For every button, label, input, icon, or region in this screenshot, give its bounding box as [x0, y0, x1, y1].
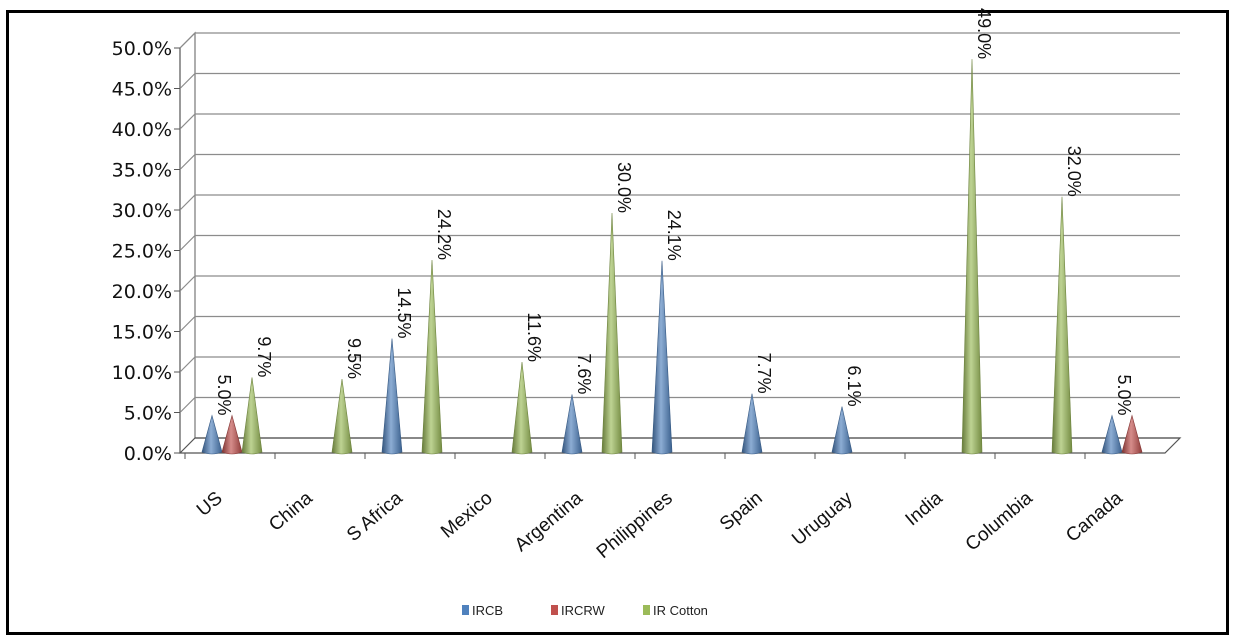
y-tick-label: 15.0%: [112, 322, 172, 344]
gridline: [179, 396, 1180, 413]
cone-ir-cotton: Mexico IR Cotton: 11.6%: [511, 362, 533, 455]
data-label: 7.7%: [754, 353, 774, 394]
x-tick-label: Spain: [716, 488, 767, 535]
legend-label: IRCRW: [561, 603, 606, 618]
cone-ircrw: US IRCRW: 5%: [221, 414, 243, 455]
cone-ir-cotton: China IR Cotton: 9.5%: [331, 379, 353, 455]
legend: IRCB IRCRW IR Cotton: [462, 603, 708, 618]
x-tick-label: S Africa: [343, 487, 407, 545]
data-label: 11.6%: [524, 312, 544, 362]
gridline: [179, 113, 1180, 130]
x-tick-label: Canada: [1062, 487, 1127, 546]
cone-ircrw: Canada IRCRW: 5%: [1121, 414, 1143, 455]
data-label: 24.2%: [434, 209, 454, 260]
legend-swatch: [551, 605, 558, 615]
gridline: [179, 315, 1180, 332]
gridline: [179, 275, 1180, 292]
gridline: [179, 356, 1180, 373]
data-label: 9.7%: [254, 336, 274, 377]
x-tick-label: India: [902, 487, 947, 530]
y-tick-label: 40.0%: [112, 119, 172, 141]
gridline: [179, 72, 1180, 89]
x-tick-label: Uruguay: [788, 487, 857, 550]
y-tick-label: 5.0%: [124, 403, 172, 425]
gridlines: [179, 32, 1180, 413]
data-label: 9.5%: [344, 338, 364, 379]
legend-label: IRCB: [472, 603, 503, 618]
data-labels: 5.0% 9.7% 9.5% 14.5% 24.2% 11.6% 7.6% 30.0% 24.1…: [214, 8, 1134, 415]
cone-ircb: Philippines IRCB: 24.1%: [651, 260, 673, 455]
data-label: 5.0%: [1114, 374, 1134, 415]
gridline: [179, 153, 1180, 170]
x-tick-label: Philippines: [593, 488, 677, 563]
y-tick-label: 45.0%: [112, 79, 172, 101]
cone-ir-cotton: S Africa IR Cotton: 24.2%: [421, 259, 443, 455]
cone-ircb: S Africa IRCB: 14.5%: [381, 338, 403, 455]
gridline: [179, 32, 1180, 49]
y-tick-label: 50.0%: [112, 38, 172, 60]
y-tick-label: 0.0%: [124, 443, 172, 465]
legend-swatch: [462, 605, 469, 615]
legend-label: IR Cotton: [653, 603, 708, 618]
y-tick-label: 20.0%: [112, 281, 172, 303]
gridline: [179, 234, 1180, 251]
cone-ir-cotton: US IR Cotton: 9.7%: [241, 377, 263, 455]
cone-ircb: Canada IRCB: 5%: [1101, 414, 1123, 455]
cone-ir-cotton: Columbia IR Cotton: 32%: [1051, 196, 1073, 455]
x-tick-label: Argentina: [511, 487, 587, 556]
y-tick-label: 35.0%: [112, 160, 172, 182]
x-tick-label: Columbia: [962, 487, 1037, 555]
y-tick-label: 10.0%: [112, 362, 172, 384]
gridline: [179, 194, 1180, 211]
cone-ircb: Spain IRCB: 7.7%: [741, 393, 763, 455]
legend-swatch: [643, 605, 650, 615]
cone-ircb: Uruguay IRCB: 6.1%: [831, 406, 853, 455]
data-label: 30.0%: [614, 162, 634, 213]
data-label: 24.1%: [664, 210, 684, 261]
data-label: 14.5%: [394, 288, 414, 339]
plot-area: US IRCB: 5%US IRCRW: 5%US IR Cotton: 9.7…: [201, 59, 1143, 455]
x-tick-label: Mexico: [437, 488, 497, 543]
cone-ircb: US IRCB: 5%: [201, 414, 223, 455]
y-tick-label: 25.0%: [112, 241, 172, 263]
data-label: 49.0%: [974, 8, 994, 59]
x-tick-label: US: [193, 488, 227, 521]
x-axis: US China S Africa Mexico Argentina Philippine…: [184, 453, 1127, 563]
cone-ircb: Argentina IRCB: 7.6%: [561, 394, 583, 455]
data-label: 6.1%: [844, 366, 864, 407]
data-label: 5.0%: [214, 374, 234, 415]
cone-ir-cotton: Argentina IR Cotton: 30%: [601, 212, 623, 455]
floor: [178, 437, 1182, 454]
y-axis: 0.0% 5.0% 10.0% 15.0% 20.0% 25.0% 30.0% 35.0% 40…: [112, 38, 180, 465]
x-tick-label: China: [265, 487, 317, 535]
data-label: 32.0%: [1064, 146, 1084, 197]
data-label: 7.6%: [574, 353, 594, 394]
y-tick-label: 30.0%: [112, 200, 172, 222]
cone-ir-cotton: India IR Cotton: 49%: [961, 59, 983, 455]
